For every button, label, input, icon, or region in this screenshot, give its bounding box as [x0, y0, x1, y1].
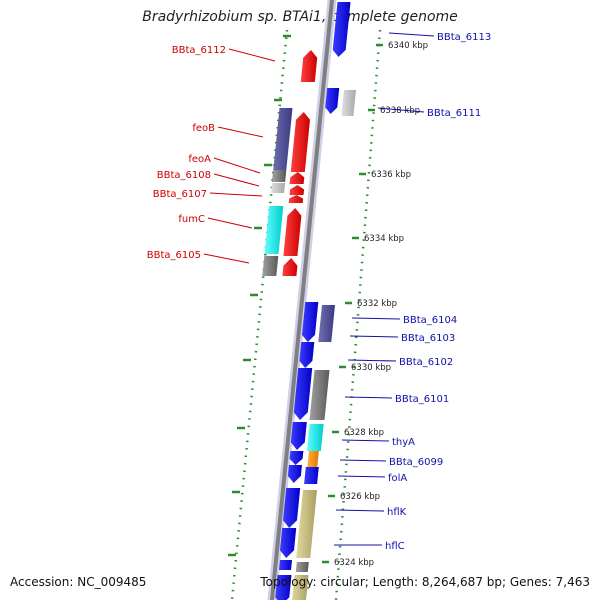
gene-bbta-6113[interactable] [332, 2, 351, 57]
label-feoa[interactable]: feoA [188, 154, 211, 165]
gene-bbta-6103[interactable] [318, 305, 335, 342]
tick-label-6332-kbp: 6332 kbp [357, 299, 397, 309]
tick-label-6330-kbp: 6330 kbp [351, 363, 391, 373]
gene-grey-block[interactable] [309, 370, 330, 420]
label-bbta_6104[interactable]: BBta_6104 [403, 315, 457, 326]
gene-bbta-6107-a[interactable] [289, 185, 305, 195]
tick-label-6328-kbp: 6328 kbp [344, 428, 384, 438]
gene-bbta-6102[interactable] [299, 342, 315, 368]
leader-line-bbta_6102 [347, 359, 397, 362]
gene-thya-cyan[interactable] [306, 424, 324, 451]
genome-backbone [269, 0, 335, 600]
gene-navy-block[interactable] [272, 108, 293, 182]
topology-text: Topology: circular; Length: 8,264,687 bp… [260, 575, 590, 589]
label-bbta_6112[interactable]: BBta_6112 [172, 45, 226, 56]
leader-line-bbta_6113 [388, 32, 435, 37]
gene-bbta-6111-b[interactable] [341, 90, 356, 116]
gene-small-blue[interactable] [279, 560, 292, 570]
label-fola[interactable]: folA [388, 473, 407, 484]
gene-small-grey[interactable] [272, 170, 286, 182]
label-bbta_6103[interactable]: BBta_6103 [401, 333, 455, 344]
gene-bbta-6105-arrow[interactable] [282, 258, 298, 276]
label-feob[interactable]: feoB [192, 123, 215, 134]
gene-bbta-6111-a[interactable] [325, 88, 340, 114]
gene-feoa[interactable] [289, 172, 305, 184]
tick-label-6338-kbp: 6338 kbp [380, 106, 420, 116]
label-bbta_6107[interactable]: BBta_6107 [153, 189, 207, 200]
right-ruler-track [334, 29, 382, 600]
accession-text: Accession: NC_009485 [10, 575, 147, 589]
gene-bbta-6099-orange[interactable] [307, 451, 319, 467]
gene-bottom-blue[interactable] [275, 575, 292, 600]
leader-line-bbta_6108 [213, 173, 260, 187]
gene-fola-b[interactable] [304, 467, 319, 484]
gene-thya[interactable] [290, 422, 307, 450]
tick-label-6340-kbp: 6340 kbp [388, 41, 428, 51]
leader-line-bbta_6101 [344, 396, 393, 399]
label-bbta_6105[interactable]: BBta_6105 [147, 250, 201, 261]
label-bbta_6111[interactable]: BBta_6111 [427, 108, 481, 119]
label-bbta_6108[interactable]: BBta_6108 [157, 170, 211, 181]
label-thya[interactable]: thyA [392, 437, 415, 448]
leader-line-fumc [207, 217, 253, 229]
leader-line-feoa [213, 157, 261, 174]
gene-fola[interactable] [287, 465, 302, 483]
tick-label-6326-kbp: 6326 kbp [340, 492, 380, 502]
left-ruler-track [230, 29, 289, 600]
leader-line-bbta_6104 [351, 317, 401, 320]
gene-bbta-6101[interactable] [293, 368, 313, 420]
gene-bottom-khaki[interactable] [292, 575, 309, 600]
gene-bbta-6112[interactable] [300, 50, 318, 82]
gene-bbta-6104[interactable] [302, 302, 319, 342]
label-bbta_6099[interactable]: BBta_6099 [389, 457, 443, 468]
leader-line-bbta_6112 [228, 48, 276, 62]
gene-hflc[interactable] [280, 528, 297, 558]
label-bbta_6102[interactable]: BBta_6102 [399, 357, 453, 368]
label-hflc[interactable]: hflC [385, 541, 405, 552]
gene-bbta-6099[interactable] [289, 451, 304, 465]
gene-hflk[interactable] [283, 488, 301, 528]
label-fumc[interactable]: fumC [178, 214, 205, 225]
gene-fumc[interactable] [264, 206, 284, 254]
label-hflk[interactable]: hflK [387, 507, 407, 518]
leader-line-bbta_6105 [203, 253, 250, 264]
gene-fumc-arrow[interactable] [283, 208, 302, 256]
label-bbta_6113[interactable]: BBta_6113 [437, 32, 491, 43]
leader-line-feob [217, 126, 264, 138]
tick-label-6336-kbp: 6336 kbp [371, 170, 411, 180]
gene-small-grey-b[interactable] [295, 562, 309, 572]
leader-line-bbta_6107 [209, 192, 263, 197]
gene-bbta-6108[interactable] [271, 183, 286, 193]
leader-line-thya [341, 439, 390, 442]
leader-line-bbta_6103 [349, 335, 399, 338]
gene-khaki-block[interactable] [296, 490, 317, 558]
leader-line-bbta_6111 [377, 107, 425, 113]
tick-label-6334-kbp: 6334 kbp [364, 234, 404, 244]
gene-feob[interactable] [290, 112, 310, 172]
leader-line-hflk [335, 509, 385, 512]
tick-label-6324-kbp: 6324 kbp [334, 558, 374, 568]
leader-line-bbta_6099 [339, 459, 387, 462]
map-title: Bradyrhizobium sp. BTAi1, complete genom… [142, 9, 458, 25]
leader-line-fola [337, 475, 386, 478]
gene-bbta-6107-b[interactable] [288, 195, 304, 203]
gene-bbta-6105[interactable] [262, 256, 279, 276]
label-bbta_6101[interactable]: BBta_6101 [395, 394, 449, 405]
